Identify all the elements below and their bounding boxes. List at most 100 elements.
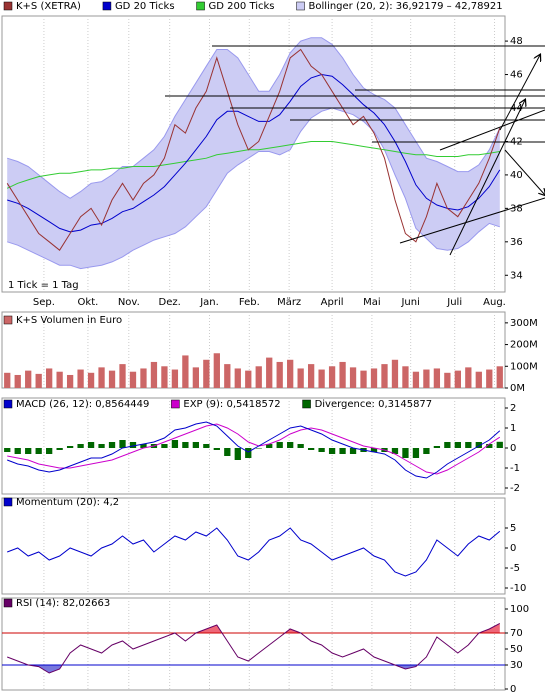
- bar: [307, 364, 315, 388]
- y-tick-label: 50: [510, 644, 523, 655]
- x-tick-label: Nov.: [118, 297, 140, 308]
- bar: [454, 442, 461, 448]
- bar: [423, 369, 430, 388]
- bar: [454, 370, 461, 388]
- bar: [161, 366, 168, 388]
- legend-label: RSI (14): 82,02663: [16, 598, 110, 609]
- bar: [140, 444, 147, 448]
- y-tick-label: 1: [510, 423, 516, 434]
- legend-label: Divergence: 0,3145877: [315, 399, 433, 410]
- bar: [412, 448, 420, 458]
- band-fill: [7, 37, 500, 269]
- y-tick-label: 46: [510, 70, 523, 81]
- trend-line: [499, 55, 540, 131]
- y-tick-label: 5: [510, 523, 516, 534]
- legend-label: K+S (XETRA): [16, 1, 81, 12]
- y-tick-label: 100: [510, 604, 529, 615]
- x-tick-label: Juni: [400, 297, 419, 308]
- x-tick-label: März: [277, 297, 301, 308]
- bar: [287, 442, 294, 448]
- bar: [496, 366, 503, 388]
- bar: [108, 370, 116, 388]
- bar: [14, 374, 21, 388]
- bar: [245, 448, 252, 458]
- bar: [266, 444, 273, 448]
- y-tick-label: 300M: [510, 318, 538, 329]
- band-upper: [7, 37, 501, 199]
- bar: [234, 448, 241, 460]
- bar: [402, 448, 409, 458]
- legend-swatch: [102, 1, 112, 11]
- y-tick-label: 36: [510, 237, 523, 248]
- bar: [77, 444, 84, 448]
- legend-swatch: [296, 1, 305, 11]
- legend-swatch: [196, 1, 205, 11]
- bar: [318, 448, 325, 452]
- bar: [171, 369, 179, 388]
- bar: [276, 442, 283, 448]
- bar: [328, 448, 336, 454]
- bar: [486, 369, 493, 388]
- bar: [391, 448, 399, 454]
- y-tick-label: -1: [510, 463, 520, 474]
- bar: [192, 367, 200, 388]
- legend-swatch: [302, 399, 311, 409]
- series-line: [6, 141, 500, 189]
- series-line: [7, 527, 501, 577]
- bar: [4, 372, 11, 388]
- bar: [224, 364, 231, 388]
- bar: [87, 372, 95, 388]
- panel: 100 70 50 30 0: [1, 597, 529, 695]
- y-tick-label: 48: [510, 36, 523, 47]
- legend-swatch: [3, 598, 13, 608]
- bar: [129, 442, 137, 448]
- bar: [475, 371, 482, 388]
- trend-line: [399, 197, 545, 244]
- series-line: [7, 622, 501, 674]
- y-tick-label: 0: [510, 443, 516, 454]
- bar: [328, 366, 336, 388]
- bar: [276, 361, 283, 388]
- legend-label: GD 20 Ticks: [115, 1, 175, 12]
- bar: [35, 448, 42, 454]
- reference-fill: [7, 665, 500, 673]
- bar: [224, 448, 231, 456]
- bar: [318, 369, 325, 388]
- legend-swatch: [3, 315, 13, 325]
- panel-frame: [1, 597, 506, 691]
- bar: [412, 371, 420, 388]
- panel: 5 0 -5 -10: [1, 497, 526, 595]
- x-tick-label: Dez.: [159, 297, 181, 308]
- y-tick-label: 70: [510, 628, 523, 639]
- y-tick-label: 2: [510, 403, 516, 414]
- bar: [245, 370, 252, 388]
- legend-label: GD 200 Ticks: [209, 1, 275, 12]
- bar: [349, 448, 357, 454]
- bar: [423, 448, 430, 454]
- bar: [98, 367, 105, 388]
- panel: 0M 100M 200M 300M: [1, 311, 538, 394]
- bar: [297, 444, 304, 448]
- y-tick-label: -5: [510, 563, 520, 574]
- bar: [77, 369, 84, 388]
- bar: [266, 357, 273, 388]
- y-tick-label: 0M: [510, 383, 525, 394]
- x-tick-label: Juli: [446, 297, 462, 308]
- bar: [255, 448, 262, 449]
- bar: [381, 364, 388, 388]
- bar: [46, 448, 53, 454]
- bar: [119, 440, 126, 448]
- bar: [433, 368, 441, 388]
- legend-label: K+S Volumen in Euro: [16, 315, 122, 326]
- bar: [108, 442, 116, 448]
- x-tick-label: Feb.: [239, 297, 260, 308]
- series-line: [7, 73, 501, 233]
- panel: 2 1 0 -1 -2: [1, 397, 520, 495]
- bar: [444, 372, 451, 388]
- bar: [171, 440, 179, 448]
- series-line: [7, 423, 501, 475]
- y-tick-label: 40: [510, 170, 523, 181]
- y-tick-label: -2: [510, 483, 520, 494]
- legend-swatch: [3, 497, 13, 507]
